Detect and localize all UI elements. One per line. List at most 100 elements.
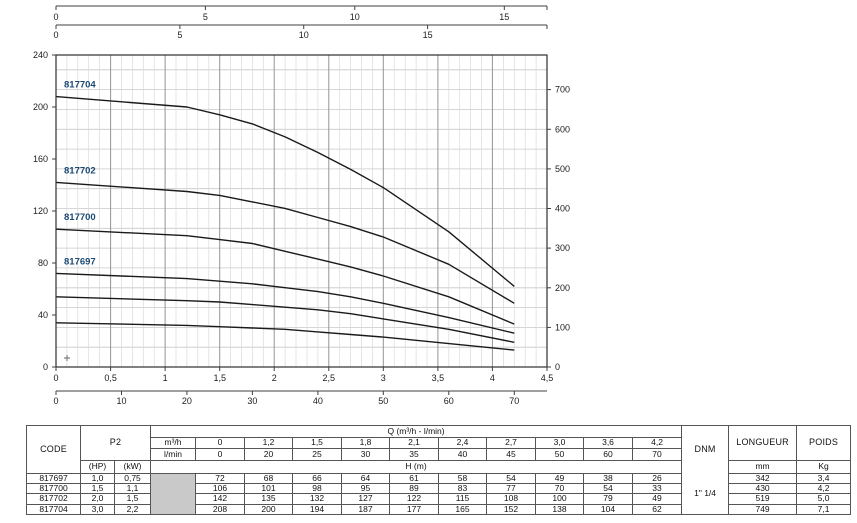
svg-text:5: 5 (177, 30, 182, 40)
cell-h-0: 106 (195, 483, 246, 495)
svg-text:1: 1 (163, 373, 168, 383)
cell-h-8: 79 (583, 493, 634, 505)
cell-h-7: 49 (535, 472, 585, 485)
svg-text:120: 120 (33, 206, 48, 216)
col-header-hp: (HP) (80, 460, 115, 474)
cell-poids: 4,2 (796, 483, 852, 495)
cell-h-6: 54 (486, 472, 537, 485)
svg-text:3,5: 3,5 (432, 373, 445, 383)
svg-text:0: 0 (43, 362, 48, 372)
cell-hp: 1,5 (80, 483, 115, 495)
svg-text:30: 30 (247, 396, 257, 406)
cell-h-2: 66 (292, 472, 343, 485)
bottom-axis-m3h: 0 0,5 1 1,5 2 2,5 3 3,5 4 4,5 (53, 367, 553, 383)
pump-curve (55, 322, 515, 351)
cell-h-3: 64 (341, 472, 391, 485)
svg-text:70: 70 (509, 396, 519, 406)
top-axis-lower: 0 5 10 15 (53, 24, 548, 40)
svg-text:15: 15 (423, 30, 433, 40)
cell-h-3: 127 (341, 493, 391, 505)
cell-dnm-value: 1" 1/4 (681, 473, 730, 515)
pump-curve-817702 (55, 181, 515, 304)
q-lmin-value-1: 20 (244, 448, 294, 461)
q-lmin-value-7: 50 (535, 448, 585, 461)
svg-text:2: 2 (272, 373, 277, 383)
svg-text:10: 10 (116, 396, 126, 406)
q-m3h-value-7: 3,0 (535, 437, 585, 449)
curve-label-817700: 817700 (64, 212, 96, 223)
cell-h-5: 165 (438, 503, 488, 515)
svg-text:240: 240 (33, 50, 48, 60)
cell-h-0: 72 (195, 472, 246, 485)
curve-label-817704: 817704 (64, 80, 96, 91)
cell-h-8: 54 (583, 483, 634, 495)
svg-text:10: 10 (350, 12, 360, 22)
svg-text:400: 400 (555, 204, 570, 214)
col-header-p2: P2 (79, 425, 152, 461)
svg-text:80: 80 (38, 258, 48, 268)
cell-code: 817702 (26, 493, 81, 505)
q-m3h-value-0: 0 (195, 437, 246, 449)
table-header-row-units: (HP) (kW) H (m) mm Kg (27, 460, 852, 474)
svg-text:700: 700 (555, 85, 570, 95)
cell-kw: 2,2 (113, 503, 152, 515)
svg-text:0: 0 (53, 30, 58, 40)
cell-h-5: 115 (438, 493, 488, 505)
q-m3h-value-9: 4,2 (632, 437, 683, 449)
table-row-817697: 817697 1,0 0,75 72 68 66 64 61 58 54 49 38 26 1" 1/4 3… (26, 472, 852, 515)
svg-text:0: 0 (555, 362, 560, 372)
cell-h-9: 49 (632, 493, 683, 505)
col-header-kg: Kg (796, 460, 852, 474)
q-lmin-value-8: 60 (583, 448, 634, 461)
svg-text:4: 4 (490, 373, 495, 383)
top-axis-upper: 0 5 10 15 (53, 5, 548, 22)
q-lmin-value-5: 40 (438, 448, 488, 461)
cell-longueur: 342 (728, 472, 798, 485)
table-header-row-q: CODE P2 Q (m³/h - l/min) DNM LONGUEUR PO… (26, 425, 852, 474)
q-lmin-value-3: 30 (341, 448, 391, 461)
svg-text:60: 60 (444, 396, 454, 406)
cell-h-3: 187 (341, 503, 391, 515)
q-m3h-value-1: 1,2 (244, 437, 294, 449)
q-lmin-value-9: 70 (632, 448, 683, 461)
table-row-817704: 817704 3,0 2,2 208 200 194 187 177 165 152 138 104 6… (26, 503, 852, 515)
grid-horizontal (56, 69, 547, 348)
curve-label-817697: 817697 (64, 256, 96, 267)
svg-text:50: 50 (378, 396, 388, 406)
left-axis-meters: 0 40 80 120 160 200 240 (33, 50, 56, 372)
svg-text:500: 500 (555, 164, 570, 174)
cell-poids: 5,0 (796, 493, 852, 505)
svg-text:40: 40 (313, 396, 323, 406)
col-header-h-m: H (m) (150, 460, 683, 474)
curve-labels: 817704 817702 817700 817697 (64, 80, 96, 268)
svg-text:100: 100 (555, 322, 570, 332)
q-lmin-value-4: 35 (389, 448, 440, 461)
cell-h-5: 83 (438, 483, 488, 495)
cell-h-3: 95 (341, 483, 391, 495)
svg-text:15: 15 (499, 12, 509, 22)
svg-text:10: 10 (299, 30, 309, 40)
cell-h-6: 152 (486, 503, 537, 515)
spec-table: CODE P2 Q (m³/h - l/min) DNM LONGUEUR PO… (26, 425, 852, 515)
svg-text:200: 200 (33, 102, 48, 112)
q-m3h-value-5: 2,4 (438, 437, 488, 449)
cell-h-6: 77 (486, 483, 537, 495)
q-lmin-value-2: 25 (292, 448, 343, 461)
svg-text:1,5: 1,5 (213, 373, 226, 383)
cell-h-7: 70 (535, 483, 585, 495)
q-m3h-value-4: 2,1 (389, 437, 440, 449)
cell-h-6: 108 (486, 493, 537, 505)
pump-curve (55, 296, 515, 343)
bottom-axis-lmin: 0 10 20 30 40 50 60 70 (53, 390, 547, 406)
cell-longueur: 430 (728, 483, 798, 495)
pump-curve-817697 (55, 272, 515, 334)
svg-text:4,5: 4,5 (541, 373, 554, 383)
curve-label-817702: 817702 (64, 165, 96, 176)
cell-h-9: 62 (632, 503, 683, 515)
q-m3h-value-3: 1,8 (341, 437, 391, 449)
cell-h-1: 68 (244, 472, 294, 485)
cell-h-4: 122 (389, 493, 440, 505)
cell-code: 817700 (26, 483, 81, 495)
svg-text:40: 40 (38, 310, 48, 320)
